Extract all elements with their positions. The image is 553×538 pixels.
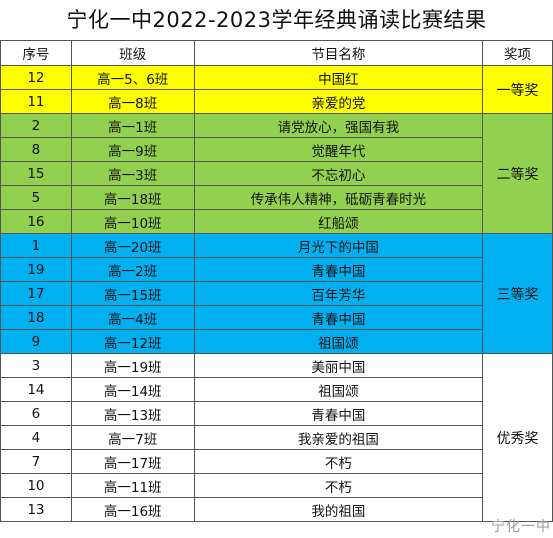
cell-class: 高一4班	[70, 305, 195, 330]
cell-program: 青春中国	[193, 401, 484, 426]
cell-number: 5	[0, 185, 72, 210]
cell-program: 青春中国	[193, 257, 484, 282]
table-row: 5 高一18班 传承伟人精神，砥砺青春时光	[0, 185, 553, 210]
cell-class: 高一19班	[70, 353, 195, 378]
table-row: 18 高一4班 青春中国	[0, 305, 553, 330]
cell-program: 美丽中国	[193, 353, 484, 378]
table-row: 3 高一19班 美丽中国 优秀奖	[0, 353, 553, 522]
cell-class: 高一2班	[70, 257, 195, 282]
cell-program: 中国红	[193, 65, 484, 90]
cell-program: 百年芳华	[193, 281, 484, 306]
cell-number: 16	[0, 209, 72, 234]
table-row: 8 高一9班 觉醒年代	[0, 137, 553, 162]
cell-program: 我的祖国	[193, 497, 484, 522]
cell-number: 3	[0, 353, 72, 378]
results-body: 12 高一5、6班 中国红 一等奖 11 高一8班 亲爱的党 2 高一1班 请党放心，强国有我 二等…	[0, 65, 553, 522]
cell-class: 高一5、6班	[70, 65, 195, 90]
cell-program: 祖国颂	[193, 377, 484, 402]
cell-class: 高一18班	[70, 185, 195, 210]
cell-class: 高一3班	[70, 161, 195, 186]
table-row: 1 高一20班 月光下的中国 三等奖	[0, 233, 553, 354]
table-row: 6 高一13班 青春中国	[0, 401, 553, 426]
cell-number: 18	[0, 305, 72, 330]
cell-class: 高一16班	[70, 497, 195, 522]
cell-program: 亲爱的党	[193, 89, 484, 114]
cell-number: 8	[0, 137, 72, 162]
cell-number: 6	[0, 401, 72, 426]
cell-class: 高一1班	[70, 113, 195, 138]
cell-program: 不朽	[193, 473, 484, 498]
cell-program: 觉醒年代	[193, 137, 484, 162]
table-row: 12 高一5、6班 中国红 一等奖	[0, 65, 553, 114]
cell-class: 高一9班	[70, 137, 195, 162]
cell-program: 不忘初心	[193, 161, 484, 186]
cell-number: 11	[0, 89, 72, 114]
table-row: 15 高一3班 不忘初心	[0, 161, 553, 186]
table-row: 14 高一14班 祖国颂	[0, 377, 553, 402]
cell-class: 高一13班	[70, 401, 195, 426]
cell-program: 请党放心，强国有我	[193, 113, 484, 138]
cell-program: 不朽	[193, 449, 484, 474]
cell-number: 2	[0, 113, 72, 138]
table-row: 7 高一17班 不朽	[0, 449, 553, 474]
header-award: 奖项	[482, 40, 553, 66]
cell-program: 传承伟人精神，砥砺青春时光	[193, 185, 484, 210]
cell-class: 高一17班	[70, 449, 195, 474]
cell-number: 14	[0, 377, 72, 402]
cell-number: 13	[0, 497, 72, 522]
cell-program: 青春中国	[193, 305, 484, 330]
cell-class: 高一7班	[70, 425, 195, 450]
table-row: 4 高一7班 我亲爱的祖国	[0, 425, 553, 450]
cell-award: 优秀奖	[482, 353, 553, 522]
cell-number: 17	[0, 281, 72, 306]
cell-class: 高一14班	[70, 377, 195, 402]
cell-award: 一等奖	[482, 65, 553, 114]
table-row: 16 高一10班 红船颂	[0, 209, 553, 234]
table-row: 11 高一8班 亲爱的党	[0, 89, 553, 114]
cell-number: 12	[0, 65, 72, 90]
cell-program: 我亲爱的祖国	[193, 425, 484, 450]
page-title: 宁化一中2022-2023学年经典诵读比赛结果	[66, 8, 487, 32]
cell-number: 9	[0, 329, 72, 354]
cell-number: 10	[0, 473, 72, 498]
cell-class: 高一15班	[70, 281, 195, 306]
cell-number: 1	[0, 233, 72, 258]
cell-number: 7	[0, 449, 72, 474]
table-row: 17 高一15班 百年芳华	[0, 281, 553, 306]
cell-program: 祖国颂	[193, 329, 484, 354]
cell-number: 15	[0, 161, 72, 186]
table-row: 2 高一1班 请党放心，强国有我 二等奖	[0, 113, 553, 234]
cell-class: 高一8班	[70, 89, 195, 114]
watermark: 宁化一中	[491, 519, 551, 535]
cell-class: 高一20班	[70, 233, 195, 258]
cell-program: 月光下的中国	[193, 233, 484, 258]
cell-number: 19	[0, 257, 72, 282]
cell-program: 红船颂	[193, 209, 484, 234]
cell-class: 高一12班	[70, 329, 195, 354]
table-row: 10 高一11班 不朽	[0, 473, 553, 498]
results-table: 序号 班级 节目名称 奖项 12 高一5、6班 中国红 一等奖 11 高一8班 亲爱的党 2 高…	[0, 40, 553, 522]
header-number: 序号	[0, 40, 72, 66]
cell-class: 高一11班	[70, 473, 195, 498]
header-row: 序号 班级 节目名称 奖项	[0, 40, 553, 66]
table-row: 13 高一16班 我的祖国	[0, 497, 553, 522]
header-program: 节目名称	[193, 40, 484, 66]
cell-award: 三等奖	[482, 233, 553, 354]
cell-class: 高一10班	[70, 209, 195, 234]
table-row: 19 高一2班 青春中国	[0, 257, 553, 282]
header-class: 班级	[70, 40, 195, 66]
cell-award: 二等奖	[482, 113, 553, 234]
table-row: 9 高一12班 祖国颂	[0, 329, 553, 354]
cell-number: 4	[0, 425, 72, 450]
